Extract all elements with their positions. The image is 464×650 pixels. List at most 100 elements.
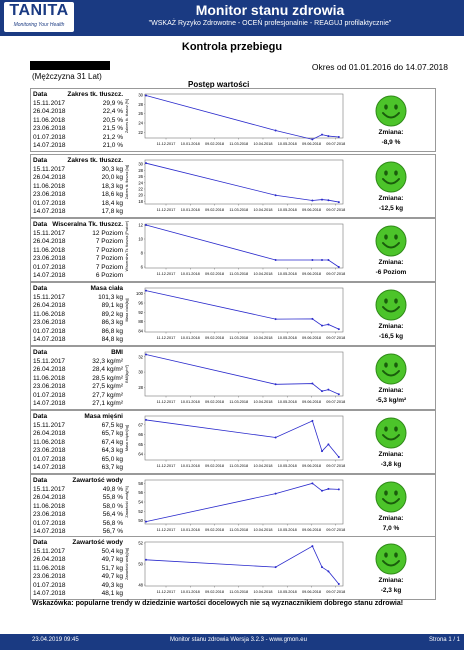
x-tick-label: 09.07.2018 — [326, 528, 345, 532]
x-tick-label: 10.05.2018 — [278, 464, 297, 468]
stats-row: 14.07.2018 56,7 % — [33, 528, 123, 537]
row-date: 26.04.2018 — [33, 366, 66, 373]
line-chart: Masa ciała[kg] 100 96 92 88 84 11.12.2017 10.01… — [125, 287, 345, 340]
row-value: 58,0 % — [102, 502, 123, 510]
stats-header-metric: Masa mięśni — [84, 413, 123, 420]
change-label: Zmiana: — [378, 259, 404, 266]
row-date: 26.04.2018 — [33, 430, 66, 437]
row-date: 23.06.2018 — [33, 125, 66, 132]
stats-row: 14.07.2018 63,7 kg — [33, 464, 123, 473]
row-value: 101,3 kg — [98, 293, 123, 301]
data-point — [311, 138, 314, 141]
y-tick-label: 26 — [138, 111, 143, 116]
x-tick-label: 10.04.2018 — [253, 400, 272, 404]
x-tick-label: 11.03.2018 — [229, 400, 248, 404]
y-tick-label: 96 — [138, 301, 143, 306]
stats-header: Data Masa ciała — [33, 285, 123, 294]
x-tick-label: 10.01.2018 — [181, 590, 200, 594]
x-tick-label: 10.01.2018 — [181, 142, 200, 146]
stats-row: 11.06.2018 58,0 % — [33, 503, 123, 512]
data-point — [321, 450, 323, 453]
stats-row: 26.04.2018 49,7 kg — [33, 556, 123, 565]
footer-app: Monitor stanu zdrowia Wersja 3.2.3 - www… — [170, 637, 307, 643]
stats-row: 14.07.2018 48,1 kg — [33, 590, 123, 599]
progress-panel: Data BMI 15.11.2017 32,3 kg/m² 26.04.2018 28,… — [30, 346, 436, 410]
data-point — [337, 328, 340, 331]
row-value: 49,3 kg — [101, 581, 123, 589]
footer-bar: 23.04.2019 09:45 Monitor stanu zdrowia W… — [0, 634, 464, 650]
y-axis-label: Zakres tk. tłuszcz.[%] — [125, 99, 129, 133]
row-date: 26.04.2018 — [33, 108, 66, 115]
plot-frame — [144, 223, 344, 269]
row-value: 7 Poziom — [95, 263, 123, 271]
stats-row: 23.06.2018 86,3 kg — [33, 319, 123, 328]
stats-row: 26.04.2018 22,4 % — [33, 108, 123, 117]
change-value: -8,9 % — [381, 139, 401, 146]
row-date: 15.11.2017 — [33, 165, 66, 173]
row-value: 22,4 % — [102, 108, 123, 115]
row-value: 84,8 kg — [101, 336, 123, 343]
data-point — [145, 94, 147, 97]
x-tick-label: 10.04.2018 — [253, 272, 272, 276]
x-tick-label: 09.07.2018 — [326, 336, 345, 340]
row-date: 26.04.2018 — [33, 238, 66, 245]
row-date: 23.06.2018 — [33, 255, 66, 262]
line-chart: Zawartość wody[%] 58 56 54 52 50 11.12.2017 10.… — [125, 479, 345, 532]
data-point — [337, 456, 340, 459]
stats-row: 15.11.2017 29,9 % — [33, 100, 123, 109]
y-tick-label: 28 — [138, 168, 143, 173]
data-point — [321, 259, 323, 261]
stats-row: 01.07.2018 18,4 kg — [33, 200, 123, 209]
y-tick-label: 30 — [138, 93, 143, 98]
row-value: 17,8 kg — [101, 208, 123, 215]
row-date: 01.07.2018 — [33, 133, 66, 141]
stats-table: Data Wisceralna Tk. tłuszcz. 15.11.2017 12 … — [33, 221, 123, 281]
stats-row: 01.07.2018 86,8 kg — [33, 328, 123, 337]
row-date: 26.04.2018 — [33, 302, 66, 309]
x-tick-label: 09.02.2018 — [205, 208, 224, 212]
row-date: 14.07.2018 — [33, 142, 66, 149]
y-tick-label: 84 — [138, 329, 143, 334]
y-tick-label: 66 — [138, 432, 143, 437]
data-point — [274, 259, 277, 261]
row-date: 14.07.2018 — [33, 400, 66, 407]
data-point — [321, 198, 323, 201]
patient-info: (Mężczyzna 31 Lat) — [32, 72, 102, 81]
change-label: Zmiana: — [378, 515, 404, 522]
series-line — [145, 419, 340, 458]
row-date: 11.06.2018 — [33, 310, 66, 318]
data-point — [337, 393, 340, 396]
data-point — [311, 419, 314, 422]
x-tick-label: 11.03.2018 — [229, 528, 248, 532]
stats-header: Data Zawartość wody — [33, 477, 123, 486]
y-axis-label: Zawartość wody[%] — [125, 486, 129, 517]
x-tick-label: 10.01.2018 — [181, 400, 200, 404]
row-value: 65,7 kg — [101, 430, 123, 437]
brand-tagline: Monitoring Your Health — [13, 22, 65, 28]
stats-table: Data Zawartość wody 15.11.2017 50,4 kg 26.04… — [33, 539, 123, 599]
row-date: 01.07.2018 — [33, 581, 66, 589]
change-label: Zmiana: — [378, 451, 404, 458]
data-point — [321, 133, 323, 136]
tip-text: Wskazówka: popularne trendy w dziedzinie… — [32, 600, 404, 607]
x-tick-label: 11.12.2017 — [157, 336, 176, 340]
row-value: 28,5 kg/m² — [92, 374, 123, 382]
y-tick-label: 26 — [138, 174, 143, 179]
stats-row: 01.07.2018 56,8 % — [33, 520, 123, 529]
x-tick-label: 11.03.2018 — [229, 336, 248, 340]
row-date: 15.11.2017 — [33, 547, 66, 555]
smiley-icon — [375, 225, 407, 257]
y-tick-label: 28 — [138, 102, 143, 107]
smiley-icon — [375, 95, 407, 127]
plot-frame — [144, 479, 344, 525]
x-tick-label: 10.01.2018 — [181, 272, 200, 276]
row-value: 7 Poziom — [95, 255, 123, 262]
y-tick-label: 8 — [141, 251, 144, 256]
x-tick-label: 09.02.2018 — [205, 400, 224, 404]
y-tick-label: 30 — [138, 370, 143, 375]
row-date: 15.11.2017 — [33, 485, 66, 493]
stats-row: 14.07.2018 27,1 kg/m² — [33, 400, 123, 409]
row-date: 14.07.2018 — [33, 464, 66, 471]
stats-row: 15.11.2017 12 Poziom — [33, 230, 123, 239]
stats-row: 26.04.2018 65,7 kg — [33, 430, 123, 439]
